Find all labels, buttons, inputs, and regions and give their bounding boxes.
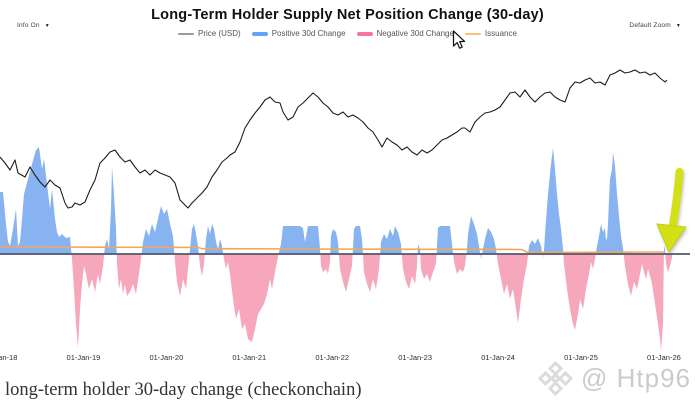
default-zoom-dropdown[interactable]: Default Zoom ▼	[629, 22, 681, 29]
x-tick-label: 01-Jan-19	[66, 353, 101, 362]
legend-label-positive: Positive 30d Change	[271, 29, 346, 38]
legend-swatch-issuance	[464, 32, 481, 35]
negative-30d-area	[0, 254, 672, 351]
legend-swatch-negative	[356, 31, 373, 36]
x-tick-label: 01-Jan-25	[564, 353, 598, 362]
caption-text: long-term holder 30-day change (checkonc…	[5, 380, 362, 400]
legend-swatch-price	[178, 32, 195, 35]
x-tick-label: 01-Jan-18	[0, 353, 18, 362]
page-title: Long-Term Holder Supply Net Position Cha…	[151, 7, 544, 23]
default-zoom-label: Default Zoom	[629, 22, 671, 29]
chevron-down-icon: ▼	[44, 22, 50, 29]
legend-swatch-positive	[251, 31, 268, 36]
chart-legend: Price (USD) Positive 30d Change Negative…	[0, 29, 695, 38]
x-tick-label: 01-Jan-26	[647, 353, 681, 362]
annotation-arrow-icon	[656, 168, 687, 254]
x-tick-label: 01-Jan-21	[232, 353, 267, 362]
legend-label-negative: Negative 30d Change	[376, 29, 454, 38]
legend-item-negative[interactable]: Negative 30d Change	[356, 29, 454, 38]
chevron-down-icon: ▼	[675, 22, 681, 29]
legend-item-issuance[interactable]: Issuance	[464, 29, 517, 38]
mouse-cursor-icon	[452, 30, 466, 49]
issuance-line	[0, 245, 665, 254]
info-on-dropdown[interactable]: Info On ▼	[17, 22, 50, 29]
watermark-handle: @ Htp96	[581, 362, 691, 393]
info-on-label: Info On	[17, 22, 40, 29]
legend-item-positive[interactable]: Positive 30d Change	[251, 29, 346, 38]
price-line	[0, 69, 668, 209]
legend-label-issuance: Issuance	[484, 29, 517, 38]
legend-item-price[interactable]: Price (USD)	[178, 29, 241, 38]
x-tick-label: 01-Jan-24	[481, 353, 515, 362]
x-tick-label: 01-Jan-20	[149, 353, 184, 362]
positive-30d-area	[0, 147, 672, 254]
watermark: @ Htp96	[537, 360, 691, 396]
x-tick-label: 01-Jan-22	[315, 353, 350, 362]
legend-label-price: Price (USD)	[198, 29, 241, 38]
diamond-logo-icon	[537, 360, 574, 396]
x-tick-label: 01-Jan-23	[398, 353, 433, 362]
